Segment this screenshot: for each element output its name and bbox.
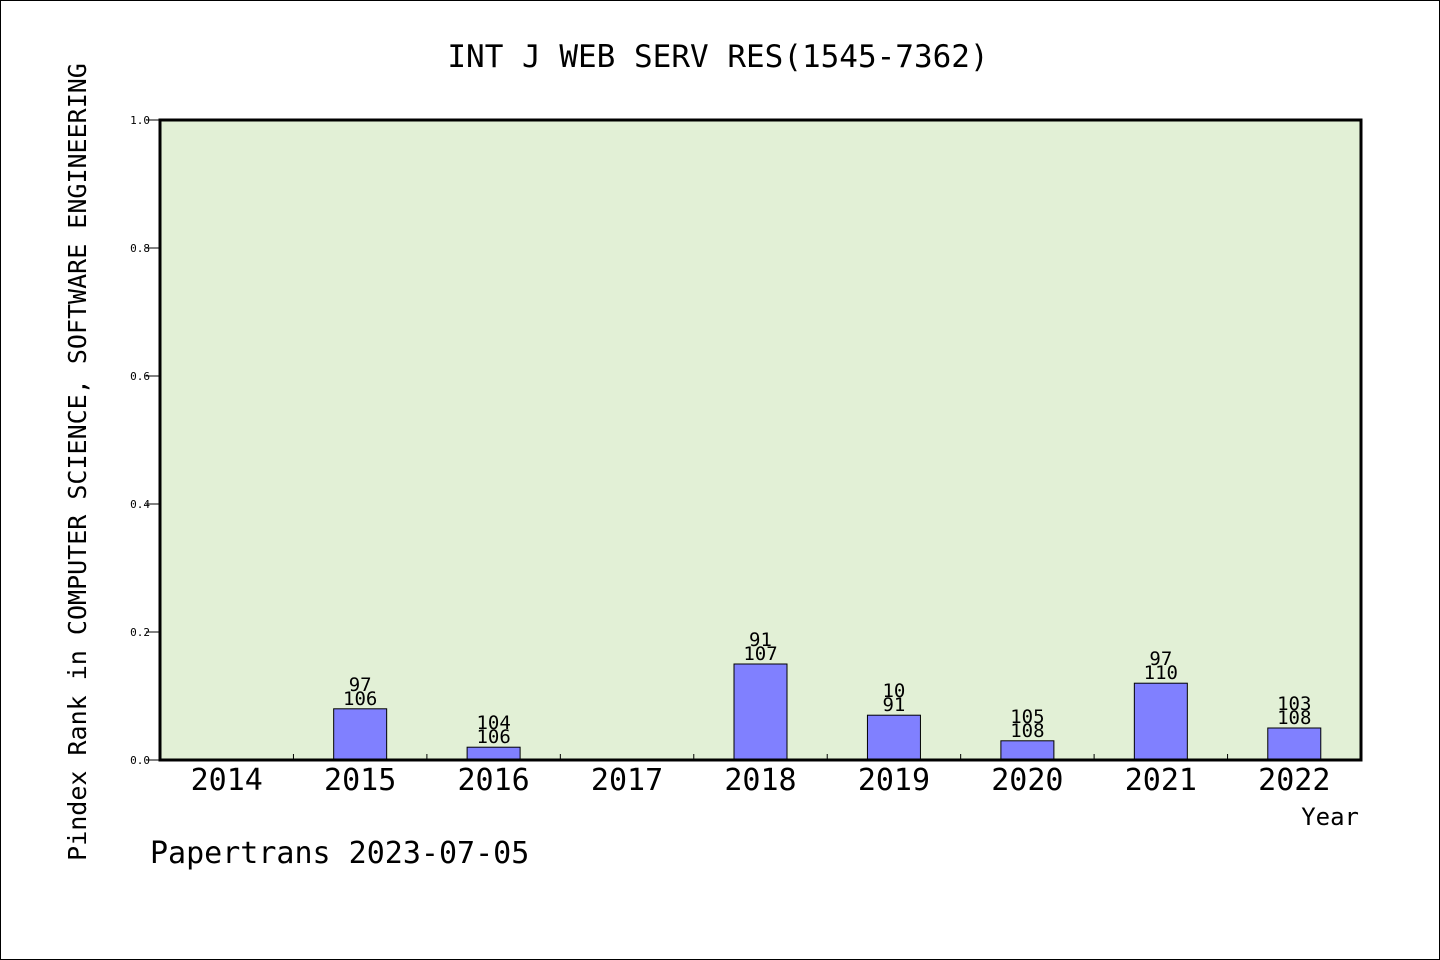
x-tick-label-2016: 2016 [457,763,529,798]
x-tick-label-2017: 2017 [591,763,663,798]
y-tick-label: 0.2 [130,626,150,639]
bar-label-bottom-2020: 108 [1010,720,1044,742]
bar-2015 [333,708,388,761]
bar-2020 [1000,740,1055,761]
bar-label-top-2020: 105 [1010,706,1044,728]
bar-label-top-2015: 97 [349,674,372,696]
bar-label-bottom-2016: 106 [476,726,510,748]
plot-border [158,118,1363,762]
chart-title: INT J WEB SERV RES(1545-7362) [447,39,988,75]
x-tick-label-2020: 2020 [991,763,1063,798]
bar-2022 [1267,727,1322,761]
bar-label-top-2016: 104 [476,712,510,734]
x-tick-label-2021: 2021 [1125,763,1197,798]
bar-label-bottom-2019: 91 [882,694,905,716]
bar-2018 [733,663,788,761]
x-tick-label-2019: 2019 [858,763,930,798]
bar-label-top-2019: 10 [882,680,905,702]
y-tick-label: 0.4 [130,498,150,511]
bar-label-top-2018: 91 [749,629,772,651]
x-tick-label-2015: 2015 [324,763,396,798]
y-axis-label: Pindex Rank in COMPUTER SCIENCE, SOFTWAR… [63,63,92,861]
y-tick-label: 1.0 [130,114,150,127]
y-tick-label: 0.0 [130,754,150,767]
x-axis-label: Year [1301,803,1359,831]
bar-label-top-2021: 97 [1149,648,1172,670]
y-tick-label: 0.6 [130,370,150,383]
bar-label-bottom-2018: 107 [743,643,777,665]
axis-ticks: 0.0 0.2 0.4 0.6 0.8 1.0 2014 2015 2016 2017 2018 20… [130,114,1330,798]
bar-label-bottom-2021: 110 [1144,662,1178,684]
x-tick-label-2022: 2022 [1258,763,1330,798]
bar-label-bottom-2022: 108 [1277,707,1311,729]
plot-area [160,120,1361,760]
x-tick-label-2014: 2014 [191,763,263,798]
x-tick-label-2018: 2018 [724,763,796,798]
bar-2019 [866,714,921,761]
footer-source-date: Papertrans 2023-07-05 [150,836,529,871]
y-tick-label: 0.8 [130,242,150,255]
bar-2021 [1133,682,1188,761]
bar-label-bottom-2015: 106 [343,688,377,710]
bar-2016 [466,746,521,761]
bar-label-top-2022: 103 [1277,693,1311,715]
